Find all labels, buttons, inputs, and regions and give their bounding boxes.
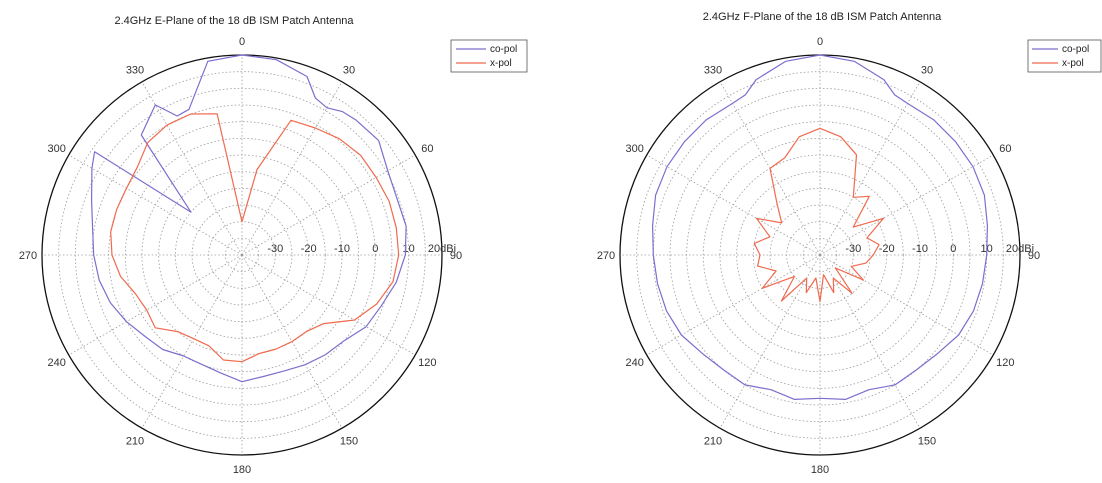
f-plane-title: 2.4GHz F-Plane of the 18 dB ISM Patch An…: [703, 11, 942, 23]
grid-ring: [91, 104, 393, 406]
angle-tick-label: 120: [418, 357, 436, 369]
legend-label-co-pol: co-pol: [1062, 44, 1089, 55]
angle-tick-label: 30: [343, 65, 355, 77]
angle-tick-label: 60: [421, 143, 433, 155]
angle-tick-label: 330: [704, 65, 722, 77]
grid-ring: [802, 237, 838, 273]
angle-tick-label: 60: [999, 143, 1011, 155]
angle-tick-label: 180: [811, 464, 829, 476]
radial-tick-label: 0: [950, 243, 956, 255]
angle-tick-label: 270: [19, 250, 37, 262]
f-plane-polar-plot: 2.4GHz F-Plane of the 18 dB ISM Patch An…: [597, 11, 1102, 476]
angle-tick-label: 0: [239, 36, 245, 48]
angle-tick-label: 30: [921, 65, 933, 77]
radial-tick-label: -10: [912, 243, 928, 255]
grid-spoke: [646, 254, 821, 356]
legend-label-x-pol: x-pol: [1062, 58, 1084, 69]
grid-spoke: [141, 254, 243, 429]
angle-tick-label: 240: [47, 357, 65, 369]
grid-spoke: [719, 254, 821, 429]
radial-tick-label: -30: [845, 243, 861, 255]
grid-ring: [702, 137, 938, 373]
grid-ring: [58, 71, 426, 439]
grid-ring: [736, 171, 904, 339]
radial-tick-label: -20: [301, 243, 317, 255]
angle-tick-label: 150: [340, 435, 358, 447]
grid-spoke: [68, 154, 243, 256]
series-co-pol-trace: [652, 54, 988, 400]
angle-tick-label: 90: [1028, 250, 1040, 262]
angle-tick-label: 120: [996, 357, 1014, 369]
grid-spoke: [819, 254, 994, 356]
angle-tick-label: 90: [450, 250, 462, 262]
angle-tick-label: 330: [126, 65, 144, 77]
grid-spoke: [241, 81, 343, 256]
radial-tick-label: -20: [879, 243, 895, 255]
e-plane-title: 2.4GHz E-Plane of the 18 dB ISM Patch An…: [114, 15, 354, 27]
grid-spoke: [68, 254, 243, 356]
grid-ring: [224, 237, 260, 273]
angle-tick-label: 300: [47, 143, 65, 155]
angle-tick-label: 150: [918, 435, 936, 447]
radial-tick-label: -10: [334, 243, 350, 255]
grid-ring: [124, 137, 360, 373]
legend-label-co-pol: co-pol: [490, 44, 517, 55]
grid-ring: [669, 104, 971, 406]
grid-spoke: [646, 154, 821, 256]
radial-tick-label: 0: [372, 243, 378, 255]
f-plane-legend: co-pol x-pol: [1027, 39, 1102, 73]
grid-spoke: [819, 254, 921, 429]
angle-tick-label: 0: [817, 36, 823, 48]
radial-tick-label: 10: [403, 243, 415, 255]
angle-tick-label: 210: [704, 435, 722, 447]
grid-ring: [158, 171, 326, 339]
grid-spoke: [819, 81, 921, 256]
series-x-pol-trace: [110, 113, 400, 363]
angle-tick-label: 180: [233, 464, 251, 476]
series-co-pol-trace: [91, 54, 407, 383]
grid-spoke: [141, 81, 243, 256]
radial-tick-label: -30: [267, 243, 283, 255]
radial-tick-label: 20dBi: [1006, 243, 1034, 255]
grid-ring: [191, 204, 293, 306]
e-plane-legend-box: [450, 39, 528, 73]
e-plane-legend: co-pol x-pol: [450, 39, 528, 73]
f-plane-legend-box: [1027, 39, 1102, 73]
grid-ring: [636, 71, 1004, 439]
angle-tick-label: 210: [126, 435, 144, 447]
e-plane-polar-plot: 2.4GHz E-Plane of the 18 dB ISM Patch An…: [19, 15, 528, 476]
angle-tick-label: 240: [625, 357, 643, 369]
grid-spoke: [241, 154, 416, 256]
legend-label-x-pol: x-pol: [490, 58, 512, 69]
grid-spoke: [819, 154, 994, 256]
radial-tick-label: 20dBi: [428, 243, 456, 255]
angle-tick-label: 270: [597, 250, 615, 262]
series-x-pol-trace: [753, 127, 885, 303]
grid-spoke: [241, 254, 416, 356]
angle-tick-label: 300: [625, 143, 643, 155]
grid-ring: [769, 204, 871, 306]
